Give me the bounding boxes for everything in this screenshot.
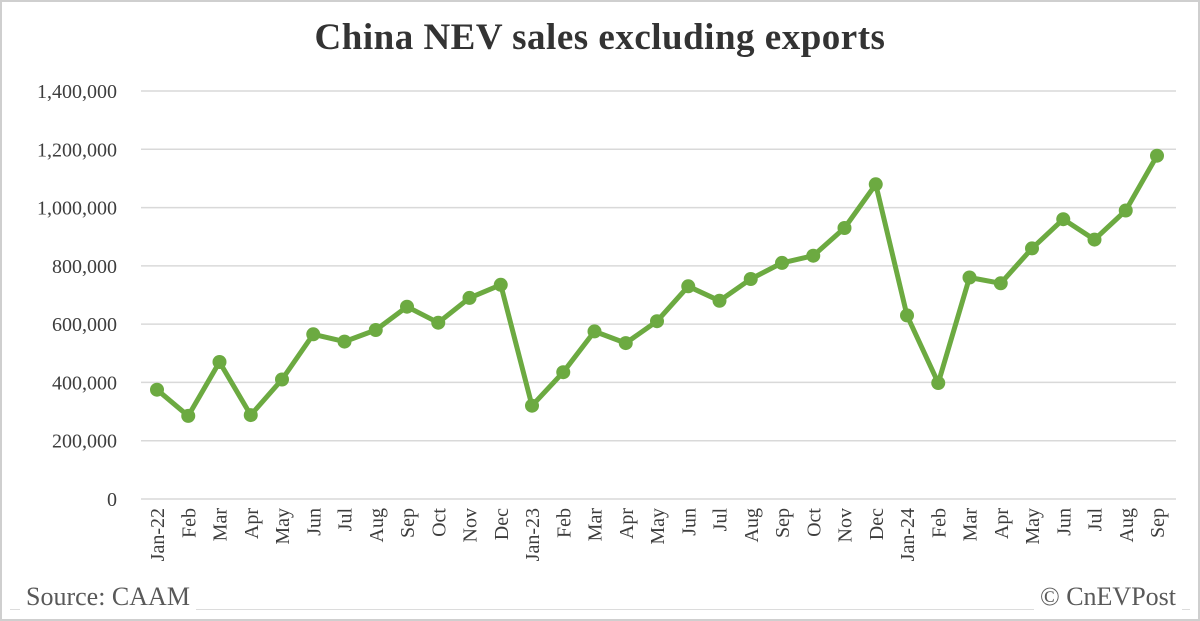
data-point	[681, 279, 696, 294]
x-axis-tick-label: Oct	[428, 508, 450, 537]
x-axis-tick-label: Nov	[460, 508, 482, 542]
data-point	[900, 308, 914, 323]
y-axis-tick-label: 1,400,000	[37, 81, 117, 103]
data-point	[618, 336, 633, 351]
data-point	[1150, 148, 1164, 163]
data-point	[462, 290, 477, 305]
x-axis-tick-label: Jun	[303, 508, 325, 536]
data-point	[337, 334, 352, 349]
data-point	[493, 277, 508, 292]
data-point	[306, 327, 321, 342]
y-axis-tick-label: 800,000	[52, 256, 117, 278]
data-point	[212, 355, 227, 369]
x-axis-tick-label: Apr	[616, 508, 638, 539]
x-axis-tick-label: Apr	[241, 508, 263, 539]
source-label: Source: CAAM	[20, 582, 196, 612]
x-axis-tick-label: Mar	[210, 508, 232, 542]
data-point	[431, 315, 446, 330]
x-axis-tick-label: Aug	[366, 508, 388, 542]
y-axis-tick-label: 600,000	[52, 314, 117, 336]
y-axis-tick-label: 1,000,000	[37, 198, 117, 220]
x-axis-tick-label: Oct	[803, 508, 825, 537]
data-point	[743, 272, 758, 286]
y-axis-tick-label: 400,000	[52, 372, 117, 394]
x-axis-tick-label: May	[272, 508, 294, 545]
data-point	[837, 221, 852, 235]
data-point	[806, 248, 821, 263]
x-axis-tick-label: Dec	[491, 508, 513, 540]
data-point	[368, 323, 383, 337]
data-point	[1118, 203, 1133, 218]
data-point	[150, 382, 164, 397]
data-point	[275, 372, 289, 387]
x-axis-tick-label: May	[1022, 508, 1044, 545]
x-axis-tick-label: Jun	[678, 508, 700, 536]
data-point	[556, 365, 571, 380]
x-axis-tick-label: Nov	[835, 508, 857, 542]
copyright-label: © CnEVPost	[1033, 582, 1182, 612]
data-point	[1087, 232, 1102, 247]
x-axis-tick-label: Apr	[991, 508, 1013, 539]
data-point	[712, 293, 727, 308]
data-point	[1056, 212, 1071, 227]
y-axis-tick-label: 1,200,000	[37, 139, 117, 161]
data-point	[993, 276, 1008, 291]
data-point	[243, 408, 258, 423]
x-axis-tick-label: May	[647, 508, 669, 545]
x-axis-tick-label: Jun	[1053, 508, 1075, 536]
x-axis-tick-label: Sep	[397, 508, 419, 538]
footer-divider	[10, 609, 1190, 610]
x-axis-tick-label: Feb	[928, 508, 950, 538]
data-point	[931, 376, 946, 390]
x-axis-tick-label: Feb	[178, 508, 200, 538]
x-axis-tick-label: Jan-24	[897, 508, 919, 561]
x-axis-tick-label: Jul	[335, 508, 357, 532]
data-point	[181, 408, 196, 423]
x-axis-tick-label: Sep	[772, 508, 794, 538]
x-axis-tick-label: Dec	[866, 508, 888, 540]
data-point	[1025, 241, 1039, 256]
data-point	[962, 270, 977, 285]
x-axis-tick-label: Sep	[1147, 508, 1169, 538]
x-axis-tick-label: Jan-23	[522, 508, 544, 561]
chart-title: China NEV sales excluding exports	[314, 17, 886, 58]
x-axis-tick-label: Aug	[1116, 508, 1138, 542]
y-axis-tick-label: 0	[107, 489, 117, 511]
x-axis-tick-label: Mar	[960, 508, 982, 542]
y-axis-tick-label: 200,000	[52, 431, 117, 453]
data-point	[650, 314, 664, 329]
data-point	[775, 255, 789, 270]
data-point	[525, 398, 539, 413]
x-axis-tick-label: Jan-22	[147, 508, 169, 561]
x-axis-tick-label: Mar	[585, 508, 607, 542]
data-point	[587, 324, 602, 339]
x-axis-tick-label: Jul	[710, 508, 732, 532]
data-point	[400, 299, 414, 314]
x-axis-tick-label: Feb	[553, 508, 575, 538]
x-axis-tick-label: Aug	[741, 508, 763, 542]
data-point	[868, 177, 883, 192]
x-axis-tick-label: Jul	[1085, 508, 1107, 532]
